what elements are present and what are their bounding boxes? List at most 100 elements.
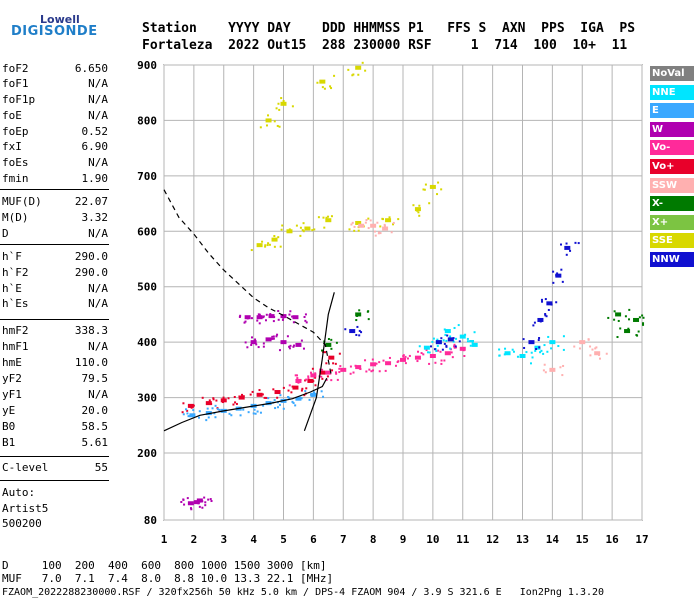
echo-mark	[370, 370, 373, 373]
x-tick-label: 6	[310, 533, 317, 546]
echo-mark	[322, 395, 325, 398]
echo-mark	[254, 338, 257, 341]
echo-mark	[425, 349, 428, 352]
trace-point	[265, 118, 272, 123]
echo-mark	[373, 230, 376, 233]
param-value: 338.3	[74, 324, 108, 337]
echo-mark	[238, 315, 241, 318]
echo-mark	[252, 412, 255, 415]
y-tick-label: 500	[137, 281, 157, 294]
trace-point	[280, 340, 287, 345]
echo-mark	[504, 347, 507, 350]
echo-mark	[289, 344, 292, 347]
echo-mark	[388, 216, 391, 219]
echo-mark	[291, 315, 294, 318]
param-name: h`F	[2, 250, 22, 263]
echo-mark	[451, 356, 454, 359]
echo-mark	[353, 225, 356, 228]
echo-mark	[293, 344, 296, 347]
echo-mark	[279, 394, 282, 397]
echo-mark	[562, 335, 565, 338]
auto-code: 500200	[2, 517, 42, 530]
echo-mark	[259, 126, 262, 129]
echo-mark	[375, 362, 378, 365]
param-value: 290.0	[74, 266, 108, 279]
x-tick-label: 5	[280, 533, 287, 546]
footer-muf-row: MUF 7.0 7.1 7.4 8.0 8.8 10.0 13.3 22.1 […	[2, 572, 334, 585]
echo-mark	[560, 243, 563, 246]
echo-mark	[351, 221, 354, 224]
echo-mark	[317, 216, 320, 219]
legend-item: W	[650, 121, 694, 137]
echo-mark	[462, 349, 465, 352]
trace-point	[537, 317, 544, 322]
echo-mark	[453, 343, 456, 346]
echo-mark	[321, 349, 324, 352]
echo-mark	[250, 249, 253, 252]
legend-item: X+	[650, 214, 694, 230]
echo-mark	[455, 337, 458, 340]
echo-mark	[599, 357, 602, 360]
echo-mark	[323, 87, 326, 90]
echo-mark	[255, 343, 258, 346]
echo-mark	[454, 346, 457, 349]
echo-mark	[466, 340, 469, 343]
echo-mark	[273, 120, 276, 123]
echo-mark	[453, 346, 456, 349]
trace-point	[382, 226, 389, 231]
echo-mark	[443, 328, 446, 331]
echo-mark	[382, 359, 385, 362]
param-name: h`F2	[2, 266, 29, 279]
echo-mark	[624, 315, 627, 318]
echo-mark	[541, 300, 544, 303]
echo-mark	[338, 371, 341, 374]
echo-mark	[350, 223, 353, 226]
echo-mark	[280, 228, 283, 231]
echo-mark	[294, 404, 297, 407]
footer-d-row: D 100 200 400 600 800 1000 1500 3000 [km…	[2, 559, 327, 572]
header-columns: Station YYYY DAY DDD HHMMSS P1 FFS S AXN…	[142, 21, 636, 36]
param-value: N/A	[88, 77, 108, 90]
echo-mark	[404, 355, 407, 358]
echo-mark	[428, 202, 431, 205]
param-name: hmF1	[2, 340, 29, 353]
echo-mark	[253, 408, 256, 411]
echo-mark	[203, 496, 206, 499]
echo-mark	[198, 410, 201, 413]
echo-mark	[543, 363, 546, 366]
echo-mark	[367, 217, 370, 220]
trace-point	[534, 345, 541, 350]
echo-mark	[330, 338, 333, 341]
echo-mark	[268, 243, 271, 246]
echo-mark	[311, 367, 314, 370]
echo-mark	[336, 378, 339, 381]
echo-mark	[309, 371, 312, 374]
trace-point	[238, 395, 245, 400]
footer-file-row: FZAOM_2022288230000.RSF / 320fx256h 50 k…	[2, 587, 605, 598]
echo-mark	[535, 348, 538, 351]
param-name: foF1p	[2, 93, 36, 106]
auto-label: Auto:	[2, 486, 36, 499]
echo-mark	[587, 338, 590, 341]
echo-mark	[628, 318, 631, 321]
echo-mark	[321, 377, 324, 380]
echo-mark	[364, 221, 367, 224]
echo-mark	[282, 386, 285, 389]
clevel-value: 55	[94, 461, 108, 474]
echo-mark	[277, 102, 280, 105]
echo-mark	[286, 335, 289, 338]
echo-mark	[185, 408, 188, 411]
echo-mark	[365, 219, 368, 222]
echo-mark	[406, 357, 409, 360]
trace-point	[310, 373, 317, 378]
trace-point	[292, 385, 299, 390]
echo-mark	[275, 335, 278, 338]
echo-mark	[292, 402, 295, 405]
echo-mark	[537, 339, 540, 342]
param-name: fmin	[2, 172, 29, 185]
echo-mark	[186, 497, 189, 500]
echo-mark	[557, 345, 560, 348]
echo-mark	[331, 369, 334, 372]
echo-mark	[383, 224, 386, 227]
